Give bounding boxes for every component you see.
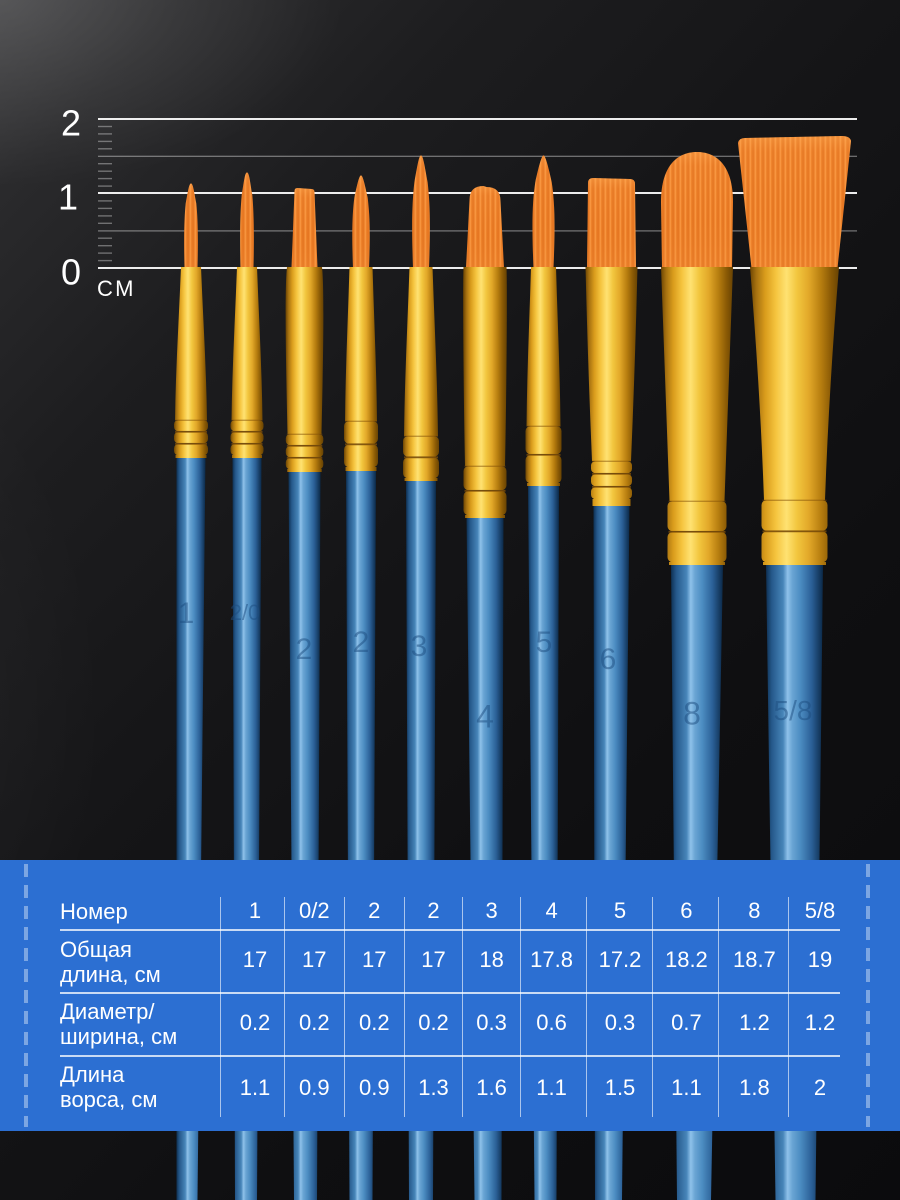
svg-text:5/8: 5/8 xyxy=(774,695,813,726)
svg-text:1: 1 xyxy=(58,177,78,218)
svg-text:6: 6 xyxy=(600,643,617,676)
svg-text:0: 0 xyxy=(61,252,81,293)
svg-text:1: 1 xyxy=(178,597,195,630)
svg-text:2/0: 2/0 xyxy=(230,600,261,625)
svg-text:4: 4 xyxy=(476,699,494,735)
svg-text:2: 2 xyxy=(61,103,81,144)
svg-text:3: 3 xyxy=(411,630,428,663)
svg-text:5: 5 xyxy=(536,626,553,659)
svg-text:2: 2 xyxy=(296,633,313,666)
svg-text:СМ: СМ xyxy=(97,276,136,301)
svg-text:8: 8 xyxy=(683,696,701,732)
svg-text:2: 2 xyxy=(353,626,370,659)
